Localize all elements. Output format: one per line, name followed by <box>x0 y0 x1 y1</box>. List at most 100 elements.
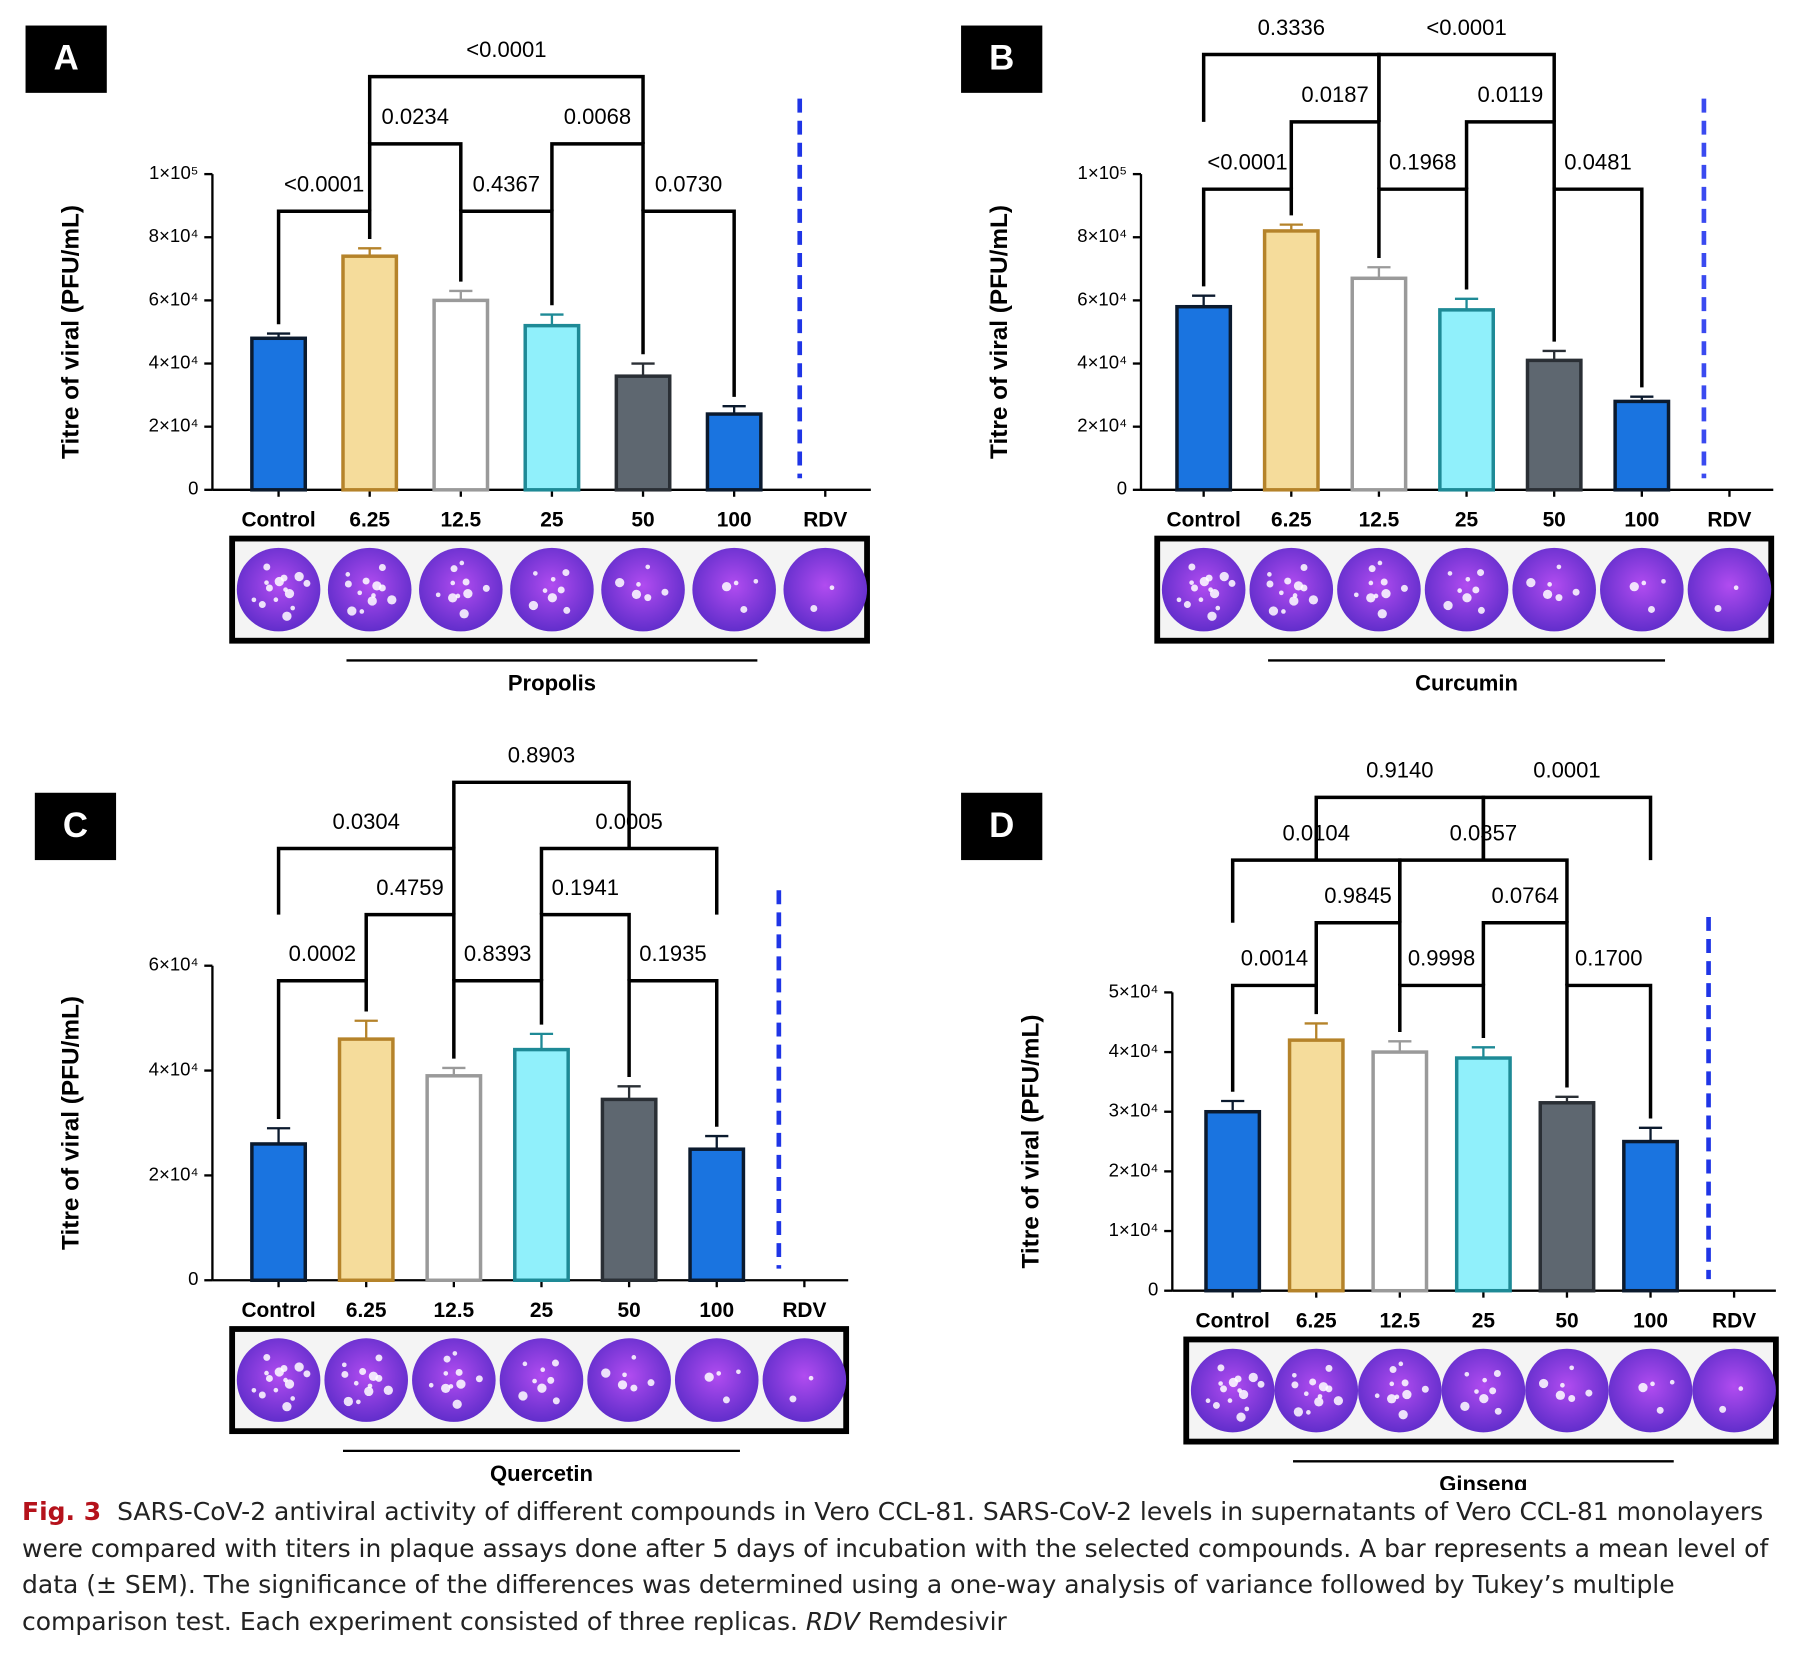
plaque-spot <box>528 600 539 611</box>
x-tick-label: 6.25 <box>1296 1310 1337 1333</box>
plaque-spot <box>1227 1398 1233 1403</box>
significance-bracket <box>1565 983 1653 1119</box>
plaque-spot <box>1387 1394 1397 1404</box>
plaque-spot <box>1398 1410 1408 1420</box>
p-value: 0.0001 <box>1533 758 1600 783</box>
bar <box>1525 358 1583 492</box>
y-axis-label: Titre of viral (PFU/mL) <box>57 996 84 1250</box>
plaque-spot <box>1714 605 1722 612</box>
plaque-spot <box>1284 577 1292 585</box>
p-value: 0.9998 <box>1408 946 1475 971</box>
bar <box>1262 229 1320 492</box>
x-tick-label: RDV <box>1707 509 1751 532</box>
plaque-spot <box>1309 1378 1317 1386</box>
plaque-spot <box>1641 580 1647 586</box>
plaque-spot <box>450 565 458 573</box>
plaque-spot <box>1234 1375 1242 1383</box>
significance-bracket <box>1230 983 1318 1092</box>
y-tick-label: 0 <box>1117 478 1127 499</box>
plaque-spot <box>378 564 386 571</box>
plaque-spot <box>1585 1389 1593 1397</box>
bar <box>705 412 763 492</box>
y-tick-label: 6×10⁴ <box>1077 288 1127 309</box>
plaque-spot <box>482 584 490 592</box>
x-tick-label: 50 <box>631 509 654 532</box>
significance-bracket <box>367 74 645 144</box>
plaque-spot <box>367 596 377 606</box>
plaque-well <box>412 1338 496 1422</box>
plaque-well <box>1249 547 1334 632</box>
significance-bracket <box>1552 187 1644 388</box>
bar <box>513 1047 570 1283</box>
x-tick-label: RDV <box>782 1299 826 1322</box>
x-tick-label: Control <box>241 1299 315 1322</box>
y-tick-label: 6×10⁴ <box>149 954 199 975</box>
plaque-well <box>236 1338 321 1422</box>
y-tick-label: 8×10⁴ <box>149 225 199 246</box>
plaque-well <box>1692 1348 1776 1433</box>
y-tick-label: 4×10⁴ <box>1109 1040 1159 1061</box>
plaque-spot <box>1447 571 1453 576</box>
plaque-spot <box>537 1383 547 1393</box>
plaque-spot <box>1569 1365 1574 1371</box>
bar <box>1613 399 1671 492</box>
plaque-spot <box>280 1365 288 1372</box>
x-tick-label: 50 <box>1555 1310 1578 1333</box>
plaque-spot <box>1421 1385 1429 1393</box>
plaque-well <box>783 547 868 632</box>
compound-label: Ginseng <box>1439 1472 1527 1490</box>
plaque-well <box>1190 1348 1275 1433</box>
plaque-spot <box>1267 572 1272 577</box>
caption-abbreviation: RDV <box>805 1606 860 1636</box>
x-tick-label: 25 <box>1455 509 1479 532</box>
x-tick-label: 25 <box>530 1299 554 1322</box>
plaque-spot <box>562 569 570 577</box>
plaque-spot <box>456 1379 466 1389</box>
p-value: <0.0001 <box>466 37 546 62</box>
p-value: 0.0764 <box>1491 883 1558 908</box>
plaque-well <box>324 1338 408 1422</box>
plaque-spot <box>644 594 652 602</box>
bar <box>614 374 672 492</box>
plaque-spot <box>290 1396 296 1401</box>
y-tick-label: 4×10⁴ <box>149 351 199 372</box>
plaque-spot <box>1279 590 1284 596</box>
plaque-well <box>1161 547 1246 632</box>
plaque-spot <box>532 1378 537 1384</box>
plaque-spot <box>1669 1379 1675 1385</box>
plaque-well <box>499 1338 584 1422</box>
significance-bracket <box>1314 921 1402 986</box>
plaque-spot <box>733 580 739 586</box>
y-tick-label: 1×10⁵ <box>149 162 199 183</box>
plaque-spot <box>540 1367 546 1373</box>
plaque-spot <box>258 601 266 609</box>
compound-label: Quercetin <box>490 1461 593 1486</box>
p-value: 0.0730 <box>655 172 722 197</box>
plaque-spot <box>622 1372 627 1378</box>
plaque-spot <box>552 1397 560 1405</box>
plaque-spot <box>345 572 351 577</box>
p-value: 0.9140 <box>1366 758 1433 783</box>
p-value: 0.0119 <box>1477 82 1543 107</box>
plaque-spot <box>563 606 571 614</box>
significance-bracket <box>1289 120 1381 190</box>
x-tick-label: 100 <box>717 509 752 532</box>
y-tick-label: 2×10⁴ <box>149 1163 199 1184</box>
plaque-spot <box>716 1371 722 1376</box>
plaque-spot <box>1300 584 1308 592</box>
plaque-spot <box>645 564 651 570</box>
plaque-spot <box>303 579 311 587</box>
bar <box>1538 1101 1596 1293</box>
significance-bracket <box>459 209 554 306</box>
bar <box>341 254 399 492</box>
x-tick-label: 100 <box>1633 1310 1668 1333</box>
figure: A Titre of viral (PFU/mL) 0 2×10⁴ 4×10⁴ 6×10⁴… <box>25 15 1779 1490</box>
significance-bracket <box>1481 921 1569 986</box>
plaque-spot <box>1257 1380 1265 1388</box>
p-value: 0.0304 <box>332 809 399 834</box>
plaque-spot <box>1228 579 1236 587</box>
significance-bracket <box>276 846 456 915</box>
plaque-spot <box>1638 1382 1648 1393</box>
significance-bracket <box>641 209 736 397</box>
